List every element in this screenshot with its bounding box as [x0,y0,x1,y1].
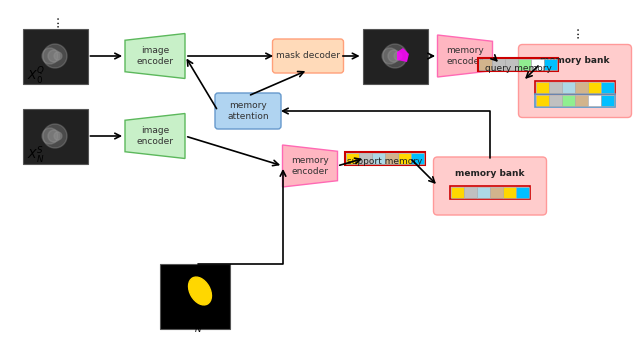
Bar [575,95,588,106]
Polygon shape [125,33,185,79]
Circle shape [43,124,67,148]
Bar [588,95,601,106]
Bar [372,152,385,164]
Text: memory
encoder: memory encoder [291,156,329,176]
Bar [160,264,230,329]
FancyBboxPatch shape [518,45,632,118]
Bar [359,152,372,164]
Bar [362,28,428,84]
Bar [505,59,518,69]
Circle shape [42,48,58,64]
Circle shape [383,44,407,68]
FancyBboxPatch shape [433,157,547,215]
Circle shape [394,52,402,60]
Bar [464,187,477,198]
Text: image
encoder: image encoder [136,46,173,66]
Circle shape [42,128,58,144]
Bar [385,152,398,164]
Circle shape [388,50,400,62]
Bar [398,152,411,164]
Bar [536,82,549,93]
Bar [535,81,615,94]
Text: support memory: support memory [348,157,422,166]
Bar [411,152,424,164]
Text: image
encoder: image encoder [136,126,173,146]
Text: memory
attention: memory attention [227,101,269,121]
Text: memory bank: memory bank [455,168,525,178]
Bar [575,82,588,93]
Bar [492,59,505,69]
Bar [22,28,88,84]
Bar [479,59,492,69]
Text: $X_N^S$: $X_N^S$ [27,146,44,166]
Circle shape [54,132,62,140]
Text: ...: ... [568,25,582,38]
Bar [549,82,562,93]
Circle shape [382,48,398,64]
Bar [516,187,529,198]
Circle shape [48,50,60,62]
Bar [536,95,549,106]
Bar [562,95,575,106]
Polygon shape [438,35,493,77]
Text: ...: ... [48,14,62,27]
Polygon shape [282,145,337,187]
Bar [535,94,615,107]
Bar [450,186,530,199]
Text: memory
encoder: memory encoder [446,46,484,66]
Bar [22,108,88,164]
Bar [451,187,464,198]
Bar [601,82,614,93]
Text: mask decoder: mask decoder [276,52,340,60]
Bar [601,95,614,106]
Bar [531,59,544,69]
Bar [490,187,503,198]
Bar [477,187,490,198]
Ellipse shape [189,277,211,305]
Circle shape [43,44,67,68]
Text: memory bank: memory bank [540,56,610,65]
FancyBboxPatch shape [273,39,344,73]
Text: $Y_N^S$: $Y_N^S$ [187,316,203,336]
Bar [549,95,562,106]
Polygon shape [125,113,185,159]
Bar [588,82,601,93]
FancyBboxPatch shape [215,93,281,129]
Bar [503,187,516,198]
Circle shape [48,130,60,142]
Polygon shape [397,48,409,62]
Bar [346,152,359,164]
Circle shape [54,52,62,60]
Bar [562,82,575,93]
Text: query memory: query memory [484,64,552,73]
Bar [544,59,557,69]
Text: $X_0^Q$: $X_0^Q$ [27,65,45,86]
Bar [518,59,531,69]
